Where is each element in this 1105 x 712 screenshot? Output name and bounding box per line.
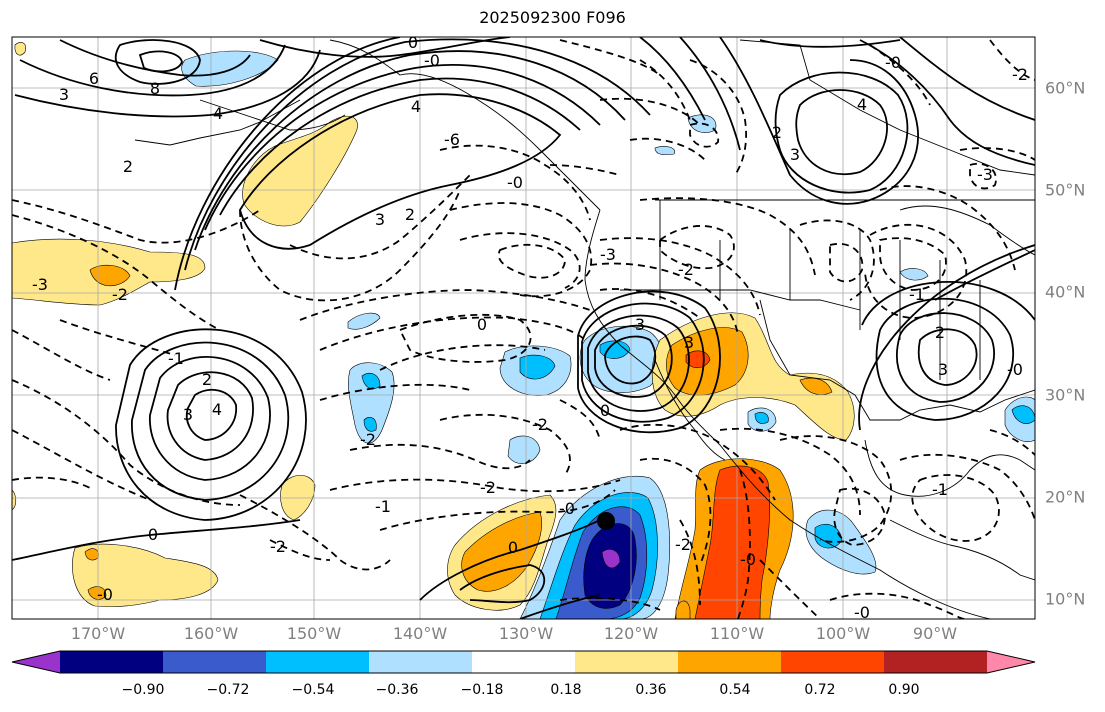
contour-label: 3: [635, 315, 645, 334]
colorbar-tick-label: −0.54: [291, 682, 335, 698]
colorbar-tick-label: 0.90: [888, 682, 920, 698]
storm-center-marker: [597, 512, 615, 530]
contour-label: -2: [112, 285, 128, 304]
lon-label: 140°W: [392, 624, 448, 643]
contour-label: 2: [772, 123, 782, 142]
solid-contours: [12, 37, 1035, 619]
colorbar-segment: [575, 651, 679, 673]
contour-label: -3: [600, 245, 616, 264]
contour-label: 2: [405, 205, 415, 224]
lon-label: 120°W: [603, 624, 659, 643]
contour-label: -1: [909, 285, 925, 304]
lat-label: 40°N: [1045, 282, 1086, 302]
contour-label: -0: [559, 499, 575, 518]
contour-label: -3: [32, 275, 48, 294]
contour-label: 3: [684, 333, 694, 352]
map-title: 2025092300 F096: [479, 8, 626, 27]
colorbar-outline: [11, 650, 1036, 674]
contour-label: 0: [508, 538, 518, 557]
shaded-field-layer: [12, 42, 1035, 619]
contour-label: -2: [360, 430, 376, 449]
colorbar-extend-min: [12, 651, 60, 673]
contour-label: -2: [532, 415, 548, 434]
contour-label: -2: [1012, 65, 1028, 84]
contour-label: 3: [183, 405, 193, 424]
colorbar: [11, 650, 1036, 674]
contour-label: 4: [411, 97, 421, 116]
contour-label: -6: [444, 130, 460, 149]
lat-label: 10°N: [1045, 589, 1086, 609]
contour-label: 3: [59, 85, 69, 104]
colorbar-extend-max: [987, 651, 1035, 673]
lat-label: 20°N: [1045, 487, 1086, 507]
lon-label: 130°W: [498, 624, 554, 643]
lon-label: 170°W: [70, 624, 126, 643]
contour-label: 8: [150, 79, 160, 98]
dashed-contours: [12, 39, 1035, 619]
contour-label: -3: [977, 165, 993, 184]
lat-label: 60°N: [1045, 78, 1086, 98]
colorbar-tick-label: 0.36: [635, 682, 667, 698]
lon-label: 90°W: [912, 624, 958, 643]
colorbar-segment: [163, 651, 267, 673]
contour-label: 0: [477, 315, 487, 334]
colorbar-tick-label: 0.72: [804, 682, 836, 698]
contour-label: -2: [270, 537, 286, 556]
coastlines: [134, 39, 1035, 619]
contour-label: -1: [932, 480, 948, 499]
colorbar-tick-label: −0.36: [375, 682, 419, 698]
contour-label: 0: [148, 525, 158, 544]
contour-label: -0: [885, 53, 901, 72]
contour-label: -1: [375, 497, 391, 516]
contour-label: -0: [507, 173, 523, 192]
contour-label: 3: [938, 360, 948, 379]
lon-label: 100°W: [815, 624, 871, 643]
contour-label: 4: [212, 400, 222, 419]
contour-label: 3: [375, 210, 385, 229]
contour-label: -2: [678, 260, 694, 279]
colorbar-segment: [678, 651, 782, 673]
colorbar-segment: [472, 651, 576, 673]
contour-label: 0: [600, 401, 610, 420]
lon-label: 110°W: [709, 624, 765, 643]
contour-label: -2: [675, 535, 691, 554]
contour-label: -0: [1007, 360, 1023, 379]
colorbar-tick-label: −0.72: [206, 682, 250, 698]
contour-label: -0: [424, 51, 440, 70]
colorbar-segment: [266, 651, 370, 673]
colorbar-tick-label: −0.18: [460, 682, 504, 698]
colorbar-tick-label: 0.54: [719, 682, 751, 698]
contour-labels: 6 8 4 3 2 0 -0 4 -6 3 2 -0 -3 0 -3 -2 -1…: [32, 33, 1028, 622]
contour-label: 4: [213, 104, 223, 123]
graticule: [12, 37, 1035, 619]
contour-label: -0: [740, 550, 756, 569]
colorbar-tick-label: 0.18: [550, 682, 582, 698]
colorbar-segment: [884, 651, 988, 673]
contour-label: 2: [935, 323, 945, 342]
contour-label: -0: [854, 603, 870, 622]
contour-label: 2: [123, 157, 133, 176]
contour-label: 2: [202, 370, 212, 389]
contour-label: 0: [408, 33, 418, 52]
contour-label: 6: [89, 69, 99, 88]
map-frame: [11, 36, 1036, 620]
contour-label: -0: [97, 585, 113, 604]
contour-label: -2: [480, 478, 496, 497]
lat-label: 50°N: [1045, 180, 1086, 200]
colorbar-tick-label: −0.90: [121, 682, 165, 698]
lon-label: 160°W: [183, 624, 239, 643]
contour-label: 4: [857, 95, 867, 114]
lon-label: 150°W: [286, 624, 342, 643]
colorbar-segment: [60, 651, 164, 673]
lat-label: 30°N: [1045, 385, 1086, 405]
colorbar-segment: [781, 651, 885, 673]
colorbar-segment: [369, 651, 473, 673]
contour-label: -1: [168, 349, 184, 368]
contour-label: 3: [790, 145, 800, 164]
